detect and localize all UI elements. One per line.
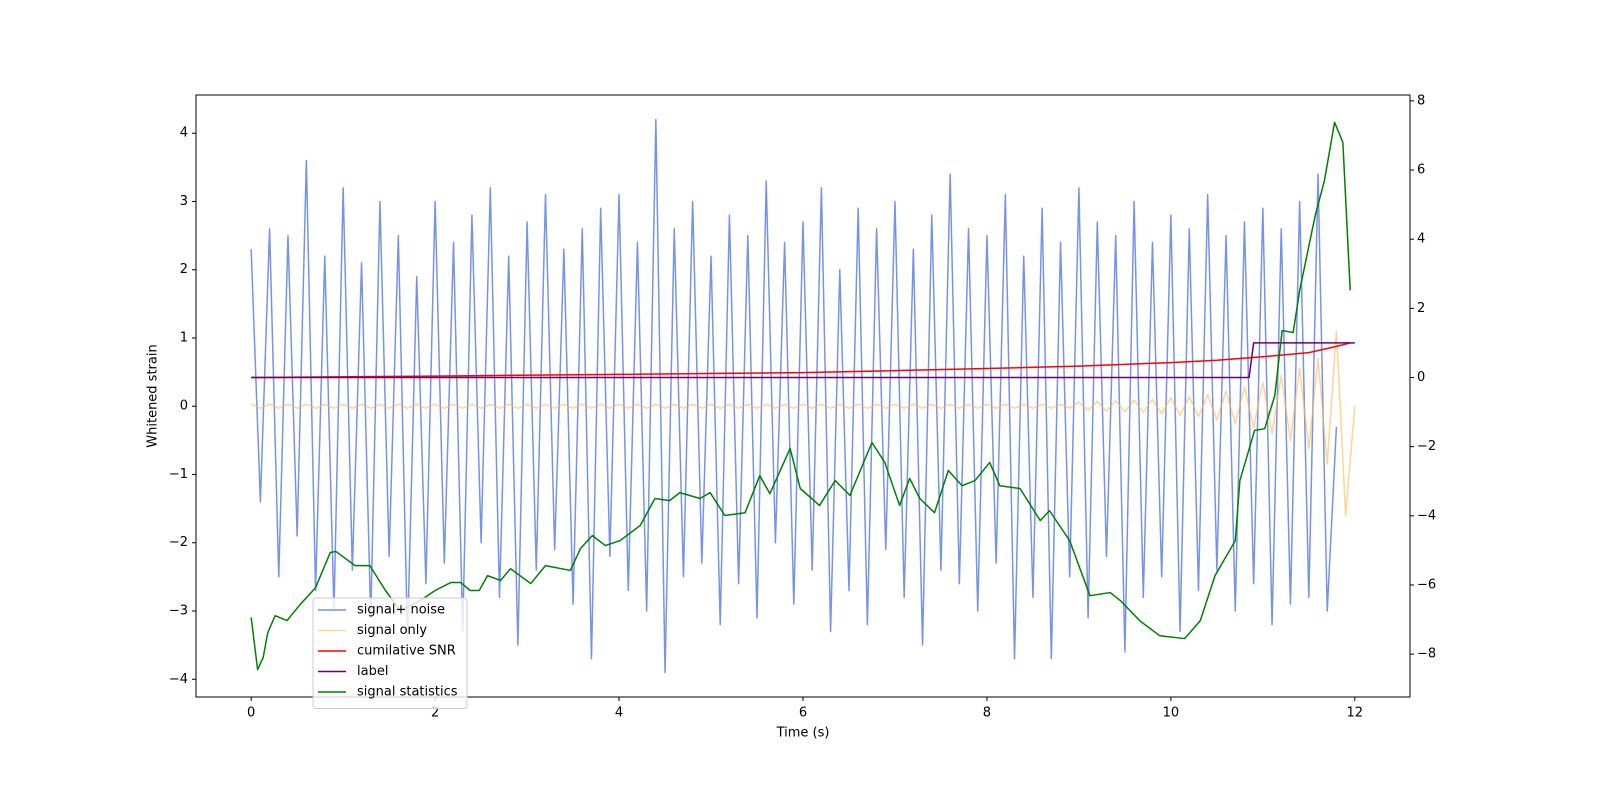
legend-label: signal+ noise (357, 603, 445, 618)
y-tick-label: 0 (180, 399, 188, 414)
x-tick-label: 2 (431, 706, 439, 721)
y-tick-label: −4 (169, 672, 188, 687)
x-tick-label: 6 (799, 706, 807, 721)
y-tick-label: 4 (180, 126, 188, 141)
y-tick-label: −3 (169, 604, 188, 619)
y2-tick-label: 0 (1417, 370, 1425, 385)
y2-tick-label: 6 (1417, 163, 1425, 178)
x-tick-label: 12 (1347, 706, 1364, 721)
y2-tick-label: 4 (1417, 232, 1425, 247)
x-tick-label: 8 (983, 706, 991, 721)
y-tick-label: 2 (180, 262, 188, 277)
y2-tick-label: 8 (1417, 93, 1425, 108)
y2-tick-label: 2 (1417, 301, 1425, 316)
legend-box (312, 597, 468, 709)
y2-tick-label: −4 (1417, 508, 1436, 523)
series-line (250, 330, 1356, 517)
legend-label: label (357, 664, 388, 679)
legend-label: signal statistics (357, 685, 458, 700)
series-line (251, 342, 1355, 379)
y-tick-label: −2 (169, 535, 188, 550)
x-axis-label: Time (s) (776, 726, 830, 741)
legend: signal+ noise signal only cumilative SNR la… (312, 597, 468, 709)
series-line (250, 118, 1338, 674)
series-line (251, 342, 1351, 379)
y-axis-label: Whitened strain (146, 344, 161, 447)
y-tick-label: 3 (180, 194, 188, 209)
x-tick-label: 10 (1163, 706, 1180, 721)
y-tick-label: 1 (180, 330, 188, 345)
plot-area (250, 118, 1356, 674)
y-tick-label: −1 (169, 467, 188, 482)
x-tick-label: 4 (615, 706, 623, 721)
legend-label: signal only (357, 623, 427, 638)
y2-tick-label: −6 (1417, 577, 1436, 592)
legend-label: cumilative SNR (357, 644, 456, 659)
y2-tick-label: −2 (1417, 439, 1436, 454)
y2-tick-label: −8 (1417, 647, 1436, 662)
x-tick-label: 0 (247, 706, 255, 721)
